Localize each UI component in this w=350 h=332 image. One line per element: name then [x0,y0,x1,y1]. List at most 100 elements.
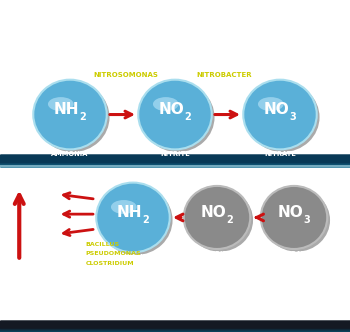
Text: NO: NO [159,102,184,117]
Text: N: N [37,206,48,220]
Bar [0,160,350,165]
Bar [0,324,350,330]
Bar [0,156,350,161]
Bar [0,159,350,165]
Bar [0,157,350,162]
Bar [0,160,350,166]
Bar [0,156,350,162]
Bar [0,157,350,163]
Text: 2: 2 [226,215,233,225]
Bar [0,325,350,330]
Bar [0,157,350,163]
Bar [0,156,350,162]
Bar [0,324,350,329]
Bar [0,326,350,331]
Bar [0,155,350,161]
Bar [0,159,350,164]
Bar [0,322,350,327]
Bar [0,324,350,330]
Bar [0,326,350,331]
Bar [0,325,350,330]
Bar [0,158,350,164]
Bar [0,322,350,328]
Bar [0,157,350,162]
Bar [0,324,350,329]
Bar [0,323,350,329]
Circle shape [261,186,327,249]
Bar [0,160,350,166]
Bar [0,322,350,327]
Bar [0,323,350,328]
Text: NITROSOMONAS: NITROSOMONAS [93,72,159,78]
Bar [0,156,350,161]
Bar [0,158,350,164]
Circle shape [36,82,110,152]
Text: 2: 2 [52,212,59,221]
Bar [0,326,350,332]
Bar [0,159,350,165]
Text: NO: NO [37,226,60,240]
Bar [0,322,350,328]
Bar [0,156,350,162]
Text: NH: NH [117,205,142,220]
Bar [0,326,350,331]
Bar [0,156,350,162]
Text: DENITRIFICATION: DENITRIFICATION [74,300,276,320]
Text: 3: 3 [289,112,296,122]
Bar [0,325,350,331]
Bar [0,323,350,328]
Text: AMMONIA: AMMONIA [51,151,89,157]
Bar [0,321,350,327]
Bar [0,157,350,163]
Bar [0,323,350,329]
Bar [0,159,350,165]
Bar [0,158,350,163]
Bar [0,155,350,161]
Bar [0,321,350,327]
Bar [0,159,350,165]
Bar [0,159,350,164]
Bar [0,325,350,330]
Bar [0,326,350,332]
Bar [0,326,350,332]
Text: 2: 2 [79,112,86,122]
Bar [0,325,350,330]
Bar [0,322,350,328]
Bar [0,155,350,161]
Bar [0,322,350,327]
Bar [0,326,350,332]
Bar [0,326,350,331]
Bar [0,158,350,164]
Bar [0,155,350,161]
Bar [0,157,350,163]
Text: BACILLUS: BACILLUS [86,241,120,247]
Bar [0,156,350,161]
Text: AMMONIA: AMMONIA [114,254,152,260]
Bar [0,157,350,162]
Circle shape [33,80,107,149]
Text: 2: 2 [52,192,59,201]
Bar [0,323,350,328]
Text: NO: NO [264,102,289,117]
Bar [0,160,350,165]
Ellipse shape [48,97,74,111]
Bar [0,155,350,161]
Bar [0,158,350,163]
Bar [0,321,350,327]
Bar [0,324,350,329]
Text: NO: NO [278,205,303,220]
Bar [0,157,350,163]
Circle shape [243,80,317,149]
Bar [0,323,350,329]
Bar [0,160,350,165]
Bar [0,326,350,332]
Bar [0,322,350,328]
Ellipse shape [153,97,179,111]
Circle shape [246,82,320,152]
Bar [0,322,350,327]
Bar [0,156,350,161]
Text: NITRATE: NITRATE [278,251,310,257]
Bar [0,323,350,329]
Text: NITROBACTER: NITROBACTER [196,72,252,78]
Text: NITRIFICATION: NITRIFICATION [89,12,261,32]
